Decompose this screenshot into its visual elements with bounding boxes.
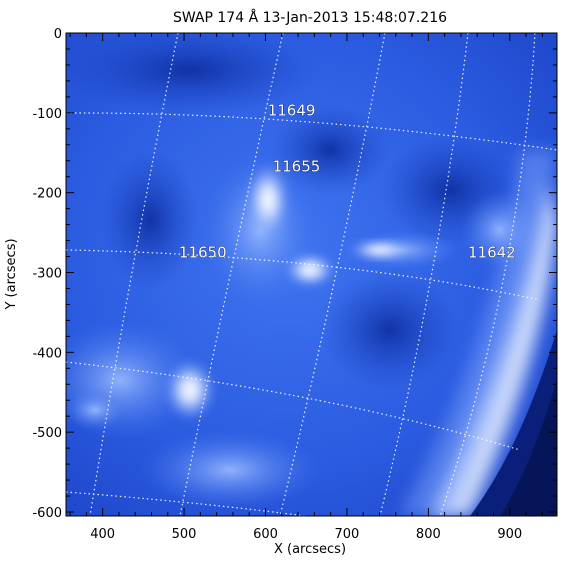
- active-region-label: 11649: [268, 101, 316, 119]
- y-tick-label: -100: [32, 107, 62, 122]
- x-tick-label: 400: [90, 527, 115, 542]
- active-region-label: 11642: [468, 244, 516, 262]
- plot-frame: [65, 32, 558, 517]
- x-tick-label: 900: [497, 527, 522, 542]
- axes: 400 500 600 700 800 900 0 -100 -200 -300 -400 -500 -…: [32, 27, 557, 542]
- y-tick-label: -300: [32, 267, 62, 282]
- y-tick-label: -500: [32, 426, 62, 441]
- y-tick-label: 0: [54, 27, 62, 42]
- y-tick-label: -600: [32, 506, 62, 521]
- y-tick-label: -400: [32, 346, 62, 361]
- y-tick-label: -200: [32, 187, 62, 202]
- x-tick-label: 600: [253, 527, 278, 542]
- x-tick-label: 500: [172, 527, 197, 542]
- euv-image: [66, 33, 557, 516]
- active-region-label: 11650: [179, 244, 227, 262]
- active-region-label: 11655: [273, 157, 321, 175]
- x-axis-label: X (arcsecs): [274, 542, 346, 557]
- x-tick-label: 700: [335, 527, 360, 542]
- y-axis-label: Y (arcsecs): [4, 238, 19, 310]
- x-tick-label: 800: [416, 527, 441, 542]
- chart-title: SWAP 174 Å 13-Jan-2013 15:48:07.216: [173, 9, 447, 26]
